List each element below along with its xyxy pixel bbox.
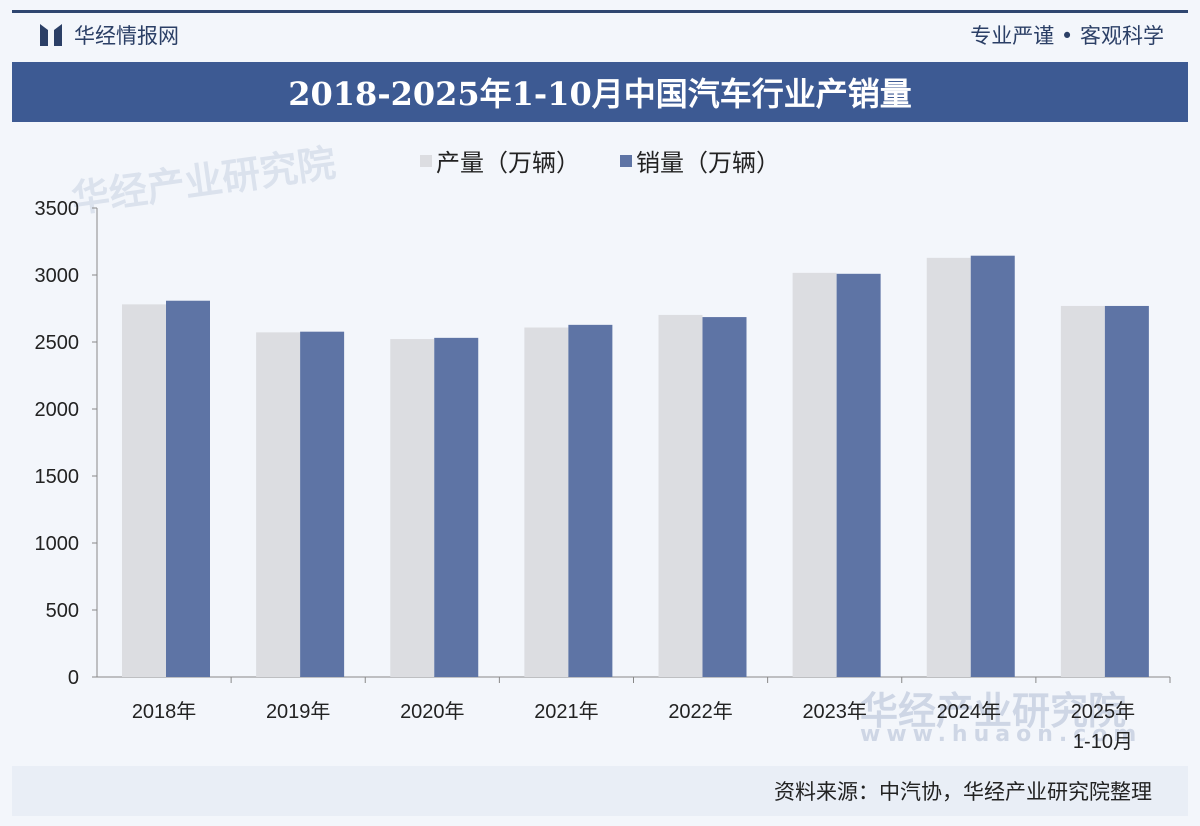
legend: 产量（万辆） 销量（万辆） — [0, 143, 1200, 178]
y-tick-label: 2500 — [35, 332, 80, 354]
bar-production — [524, 327, 569, 677]
y-tick-label: 1000 — [35, 533, 80, 555]
legend-label: 销量（万辆） — [636, 149, 780, 177]
x-tick-label: 2022年 — [668, 700, 733, 723]
x-tick-label: 1-10月 — [1073, 731, 1133, 753]
x-tick-label: 2019年 — [266, 700, 331, 723]
source-note: 资料来源：中汽协，华经产业研究院整理 — [12, 766, 1188, 816]
bar-sales — [702, 317, 747, 677]
chart-title: 2018-2025年1-10月中国汽车行业产销量 — [12, 62, 1188, 122]
watermark: 华经产业研究院 — [860, 689, 1127, 733]
x-tick-label: 2020年 — [400, 700, 465, 723]
bar-sales — [836, 273, 881, 677]
legend-label: 产量（万辆） — [436, 149, 580, 177]
y-tick-label: 0 — [68, 667, 79, 689]
y-tick-label: 3500 — [35, 198, 80, 220]
slogan: 专业严谨 • 客观科学 — [970, 24, 1164, 48]
x-tick-label: 2018年 — [132, 700, 197, 723]
bar-sales — [166, 300, 210, 677]
logo-icon — [40, 24, 62, 46]
watermark-url: www.huaon.com — [860, 722, 1143, 747]
bar-production — [926, 257, 971, 677]
x-tick-label: 2021年 — [534, 700, 599, 723]
top-rule — [12, 10, 1188, 13]
bar-production — [658, 314, 703, 677]
brand-name: 华经情报网 — [74, 24, 179, 48]
bar-sales — [568, 324, 613, 677]
bar-production — [122, 304, 166, 677]
legend-item-sales: 销量（万辆） — [620, 143, 780, 178]
bar-production — [792, 272, 837, 677]
legend-item-production: 产量（万辆） — [420, 143, 580, 178]
brand-logo: 华经情报网 — [38, 22, 179, 48]
y-tick-label: 500 — [46, 600, 79, 622]
y-tick-label: 3000 — [35, 265, 80, 287]
bar-sales — [434, 337, 479, 677]
x-tick-label: 2025年 — [1071, 700, 1136, 723]
x-tick-label: 2024年 — [937, 700, 1002, 723]
bar-sales — [300, 331, 345, 677]
bar-production — [1060, 305, 1105, 677]
bar-production — [390, 339, 435, 677]
bar-production — [256, 332, 301, 677]
bar-sales — [970, 255, 1015, 678]
y-tick-label: 2000 — [35, 399, 80, 421]
y-tick-label: 1500 — [35, 466, 80, 488]
x-tick-label: 2023年 — [802, 700, 867, 723]
bar-sales — [1104, 305, 1149, 677]
